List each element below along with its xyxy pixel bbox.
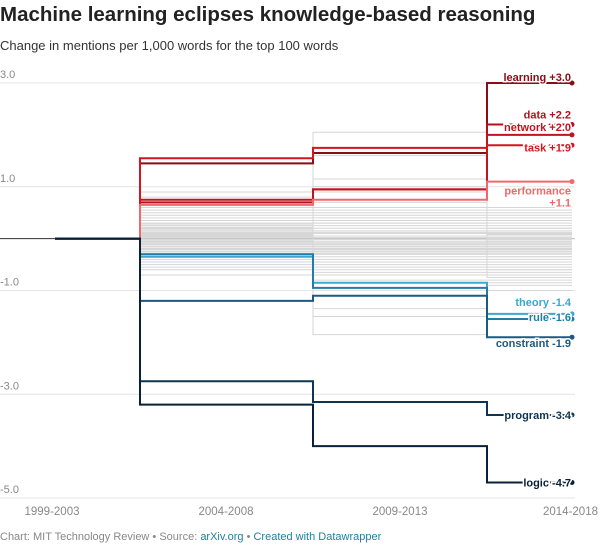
series-endpoint-task bbox=[569, 142, 575, 148]
series-label-theory: theory -1.4 bbox=[515, 297, 572, 309]
chart-footer: Chart: MIT Technology Review • Source: a… bbox=[0, 531, 381, 543]
footer-prefix: Chart: MIT Technology Review • Source: bbox=[0, 531, 201, 543]
series-label-logic: logic -4.7 bbox=[523, 477, 571, 489]
y-tick-label: -5.0 bbox=[0, 484, 19, 496]
series-label-program: program -3.4 bbox=[504, 410, 572, 422]
series-endpoint-logic bbox=[569, 479, 575, 485]
series-label-constraint: constraint -1.9 bbox=[496, 338, 571, 350]
series-label-learning: learning +3.0 bbox=[503, 72, 571, 84]
y-tick-label: 3.0 bbox=[0, 69, 15, 81]
highlighted-series-layer bbox=[55, 80, 575, 485]
series-label-performance: performance bbox=[504, 186, 571, 198]
source-link[interactable]: arXiv.org bbox=[200, 531, 244, 543]
chart-title: Machine learning eclipses knowledge-base… bbox=[0, 3, 536, 26]
footer-separator: • bbox=[243, 531, 254, 543]
datawrapper-link[interactable]: Created with Datawrapper bbox=[253, 531, 382, 543]
series-endpoint-program bbox=[569, 412, 575, 418]
y-tick-label: -1.0 bbox=[0, 277, 19, 289]
x-tick-label: 2009-2013 bbox=[373, 506, 428, 518]
series-endpoint-rule bbox=[569, 316, 575, 322]
y-tick-label: -3.0 bbox=[0, 380, 19, 392]
series-endpoint-learning bbox=[569, 80, 575, 86]
axis-labels-layer: 3.0 1.0 -1.0 -3.0 -5.0 1999-2003 2004-2008 2009… bbox=[0, 69, 598, 518]
series-label-network: network +2.0 bbox=[504, 122, 571, 134]
chart-subtitle: Change in mentions per 1,000 words for t… bbox=[0, 38, 339, 53]
series-label-performance: +1.1 bbox=[549, 198, 571, 210]
series-label-data: data +2.2 bbox=[524, 110, 571, 122]
x-tick-label: 1999-2003 bbox=[25, 506, 80, 518]
series-endpoint-theory bbox=[569, 311, 575, 317]
series-endpoint-performance bbox=[569, 179, 575, 185]
series-label-task: task +1.9 bbox=[524, 142, 571, 154]
x-tick-label: 2004-2008 bbox=[199, 506, 254, 518]
series-endpoint-network bbox=[569, 132, 575, 138]
series-label-rule: rule -1.6 bbox=[529, 312, 571, 324]
series-line-performance bbox=[55, 180, 572, 240]
series-endpoint-constraint bbox=[569, 334, 575, 340]
series-endpoint-data bbox=[569, 122, 575, 127]
y-tick-label: 1.0 bbox=[0, 173, 15, 185]
x-tick-label: 2014-2018 bbox=[543, 506, 598, 518]
series-line-logic bbox=[55, 237, 572, 484]
